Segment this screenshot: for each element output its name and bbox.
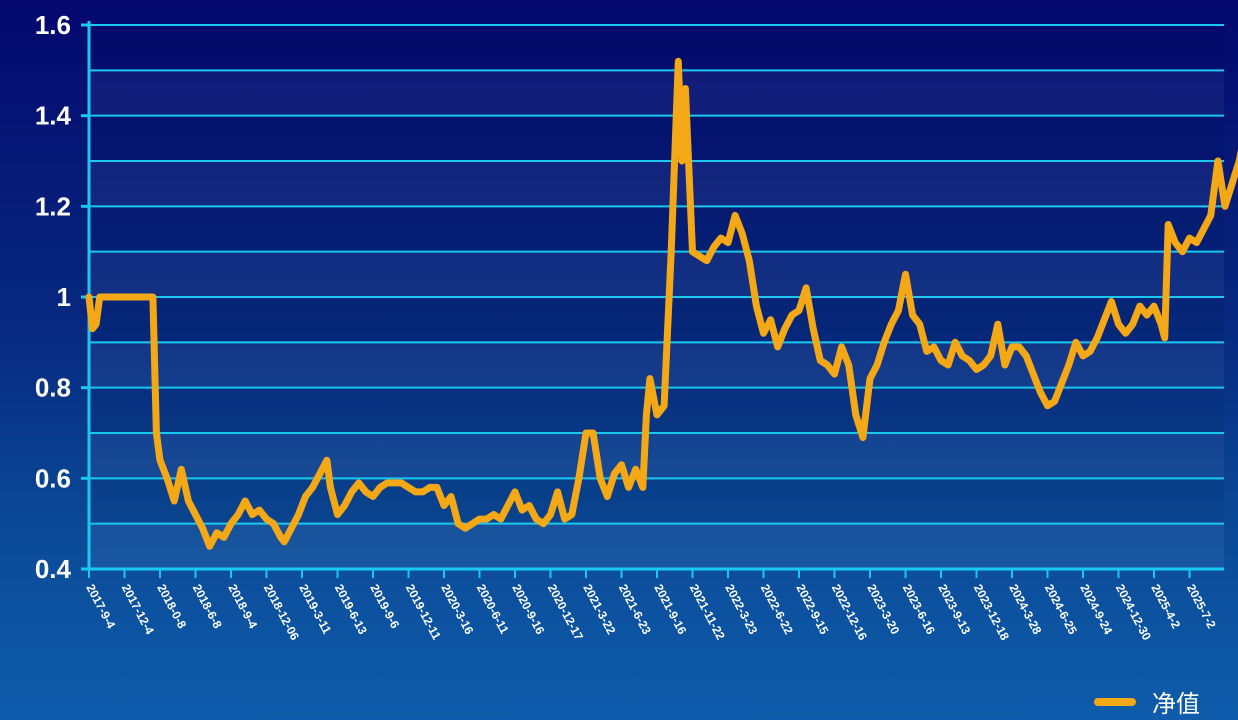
plot-band	[89, 478, 1224, 524]
x-tick-label: 2024-9-24	[1077, 582, 1115, 637]
legend: 净值	[1094, 690, 1200, 718]
plot-band	[89, 161, 1224, 207]
y-tick-label: 1.2	[35, 191, 71, 221]
x-tick-label: 2018-0-8	[154, 582, 189, 631]
x-tick-label: 2018-12-06	[261, 582, 302, 643]
y-tick-label: 0.6	[35, 463, 71, 493]
legend-label-nav: 净值	[1152, 690, 1200, 718]
y-tick-label: 0.8	[35, 373, 71, 403]
series-line-0	[85, 57, 1238, 550]
plot-area-bands	[89, 25, 1224, 569]
y-tick-label: 1.6	[35, 10, 71, 40]
x-tick-label: 2024-6-25	[1042, 582, 1080, 637]
x-tick-label: 2022-12-16	[829, 582, 870, 643]
x-tick-label: 2020-12-17	[545, 582, 586, 643]
plot-band	[89, 342, 1224, 388]
x-axis-ticks	[88, 569, 1191, 578]
x-tick-label: 2017-9-4	[83, 582, 118, 631]
x-tick-label: 2022-3-23	[722, 582, 760, 637]
x-tick-label: 2021-6-23	[616, 582, 654, 637]
gridlines	[89, 24, 1224, 525]
y-tick-label: 1.4	[35, 101, 72, 131]
y-tick-label: 0.4	[35, 554, 72, 584]
x-tick-label: 2022-6-22	[758, 582, 796, 637]
plot-band	[89, 433, 1224, 479]
x-tick-label: 2021-9-16	[651, 582, 689, 637]
x-tick-label: 2019-6-13	[332, 582, 370, 637]
x-tick-label: 2023-9-13	[935, 582, 973, 637]
x-tick-label: 2025-7-2	[1184, 582, 1219, 631]
x-tick-label: 2019-9-6	[367, 582, 402, 631]
plot-band	[89, 523, 1224, 569]
x-tick-label: 2021-11-22	[687, 582, 728, 642]
plot-band	[89, 115, 1224, 161]
x-tick-label: 2023-6-16	[900, 582, 938, 637]
x-tick-label: 2018-6-8	[190, 582, 225, 631]
plot-band	[89, 251, 1224, 297]
x-tick-label: 2019-3-11	[296, 582, 334, 637]
x-tick-label: 2020-9-16	[509, 582, 547, 637]
x-tick-label: 2020-3-16	[438, 582, 476, 637]
x-tick-label: 2022-9-15	[793, 582, 831, 637]
x-tick-label: 2025-4-2	[1148, 582, 1183, 631]
plot-band	[89, 297, 1224, 343]
x-tick-label: 2017-12-4	[119, 582, 157, 637]
x-tick-label: 2020-6-11	[474, 582, 512, 637]
plot-band	[89, 25, 1224, 71]
y-axis-tick-labels: 0.4 0.6 0.8 1 1.2 1.4 1.6	[35, 10, 89, 584]
x-tick-label: 2023-12-18	[971, 582, 1012, 643]
x-tick-label: 2024-12-30	[1113, 582, 1154, 643]
x-tick-label: 2019-12-11	[403, 582, 444, 642]
series-layer	[85, 57, 1238, 550]
plot-band	[89, 206, 1224, 252]
x-tick-label: 2021-3-22	[580, 582, 618, 637]
y-tick-label: 1	[57, 282, 71, 312]
x-tick-label: 2018-9-4	[225, 582, 260, 631]
x-tick-label: 2024-3-28	[1006, 582, 1044, 637]
x-tick-label: 2023-3-20	[864, 582, 902, 637]
plot-band	[89, 70, 1224, 116]
